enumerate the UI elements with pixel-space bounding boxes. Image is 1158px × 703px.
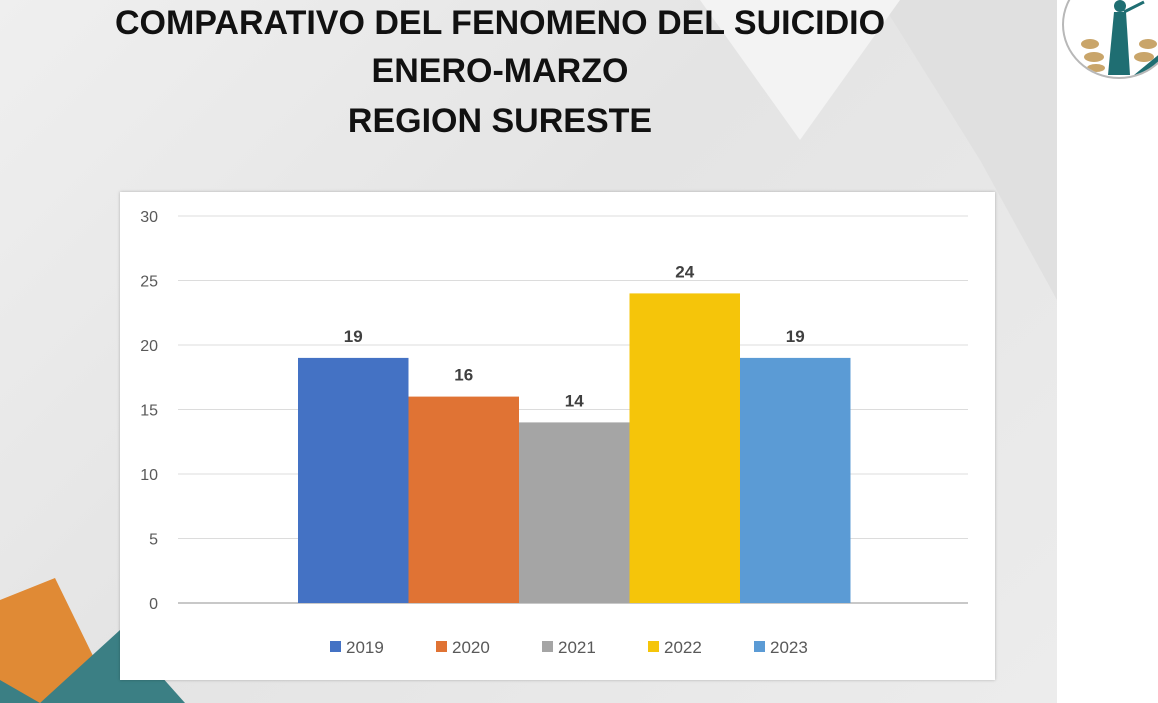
legend-label: 2019 [346, 638, 384, 657]
legend-swatch-2023 [754, 641, 765, 652]
bar-2023 [740, 357, 851, 603]
data-label: 14 [565, 391, 584, 410]
chart-title-line-2: ENERO-MARZO [371, 52, 629, 90]
legend-label: 2021 [558, 638, 596, 657]
y-tick-label: 30 [140, 209, 158, 226]
y-tick-label: 15 [140, 403, 158, 420]
bar-2019 [298, 357, 409, 603]
justice-logo [1062, 0, 1158, 79]
background-shapes [0, 0, 1057, 703]
data-label: 19 [786, 327, 805, 346]
chart-title-line-3: REGION SURESTE [347, 102, 653, 140]
data-label: 19 [344, 327, 363, 346]
data-label: 24 [675, 262, 694, 281]
chart-container: 0 5 10 15 20 25 30 19 16 14 24 19 2019 2020 2021 2022 20… [120, 192, 995, 680]
legend-swatch-2021 [542, 641, 553, 652]
legend-swatch-2019 [330, 641, 341, 652]
y-tick-label: 20 [140, 338, 158, 355]
bar-2021 [519, 422, 630, 603]
chart-title-line-1: COMPARATIVO DEL FENOMENO DEL SUICIDIO [114, 4, 886, 42]
legend-label: 2020 [452, 638, 490, 657]
legend-label: 2022 [664, 638, 702, 657]
y-tick-label: 10 [140, 467, 158, 484]
justice-statue-icon [1081, 0, 1158, 75]
data-label: 16 [454, 366, 473, 385]
bar-chart: 0 5 10 15 20 25 30 19 16 14 24 19 2019 2020 2021 2022 20… [140, 209, 968, 657]
bar-2020 [408, 396, 519, 603]
slide-background: COMPARATIVO DEL FENOMENO DEL SUICIDIO EN… [0, 0, 1057, 703]
y-tick-label: 25 [140, 274, 158, 291]
legend-swatch-2022 [648, 641, 659, 652]
legend-label: 2023 [770, 638, 808, 657]
y-tick-label: 5 [149, 532, 158, 549]
y-tick-label: 0 [149, 596, 158, 613]
bar-2022 [629, 293, 740, 603]
legend-swatch-2020 [436, 641, 447, 652]
